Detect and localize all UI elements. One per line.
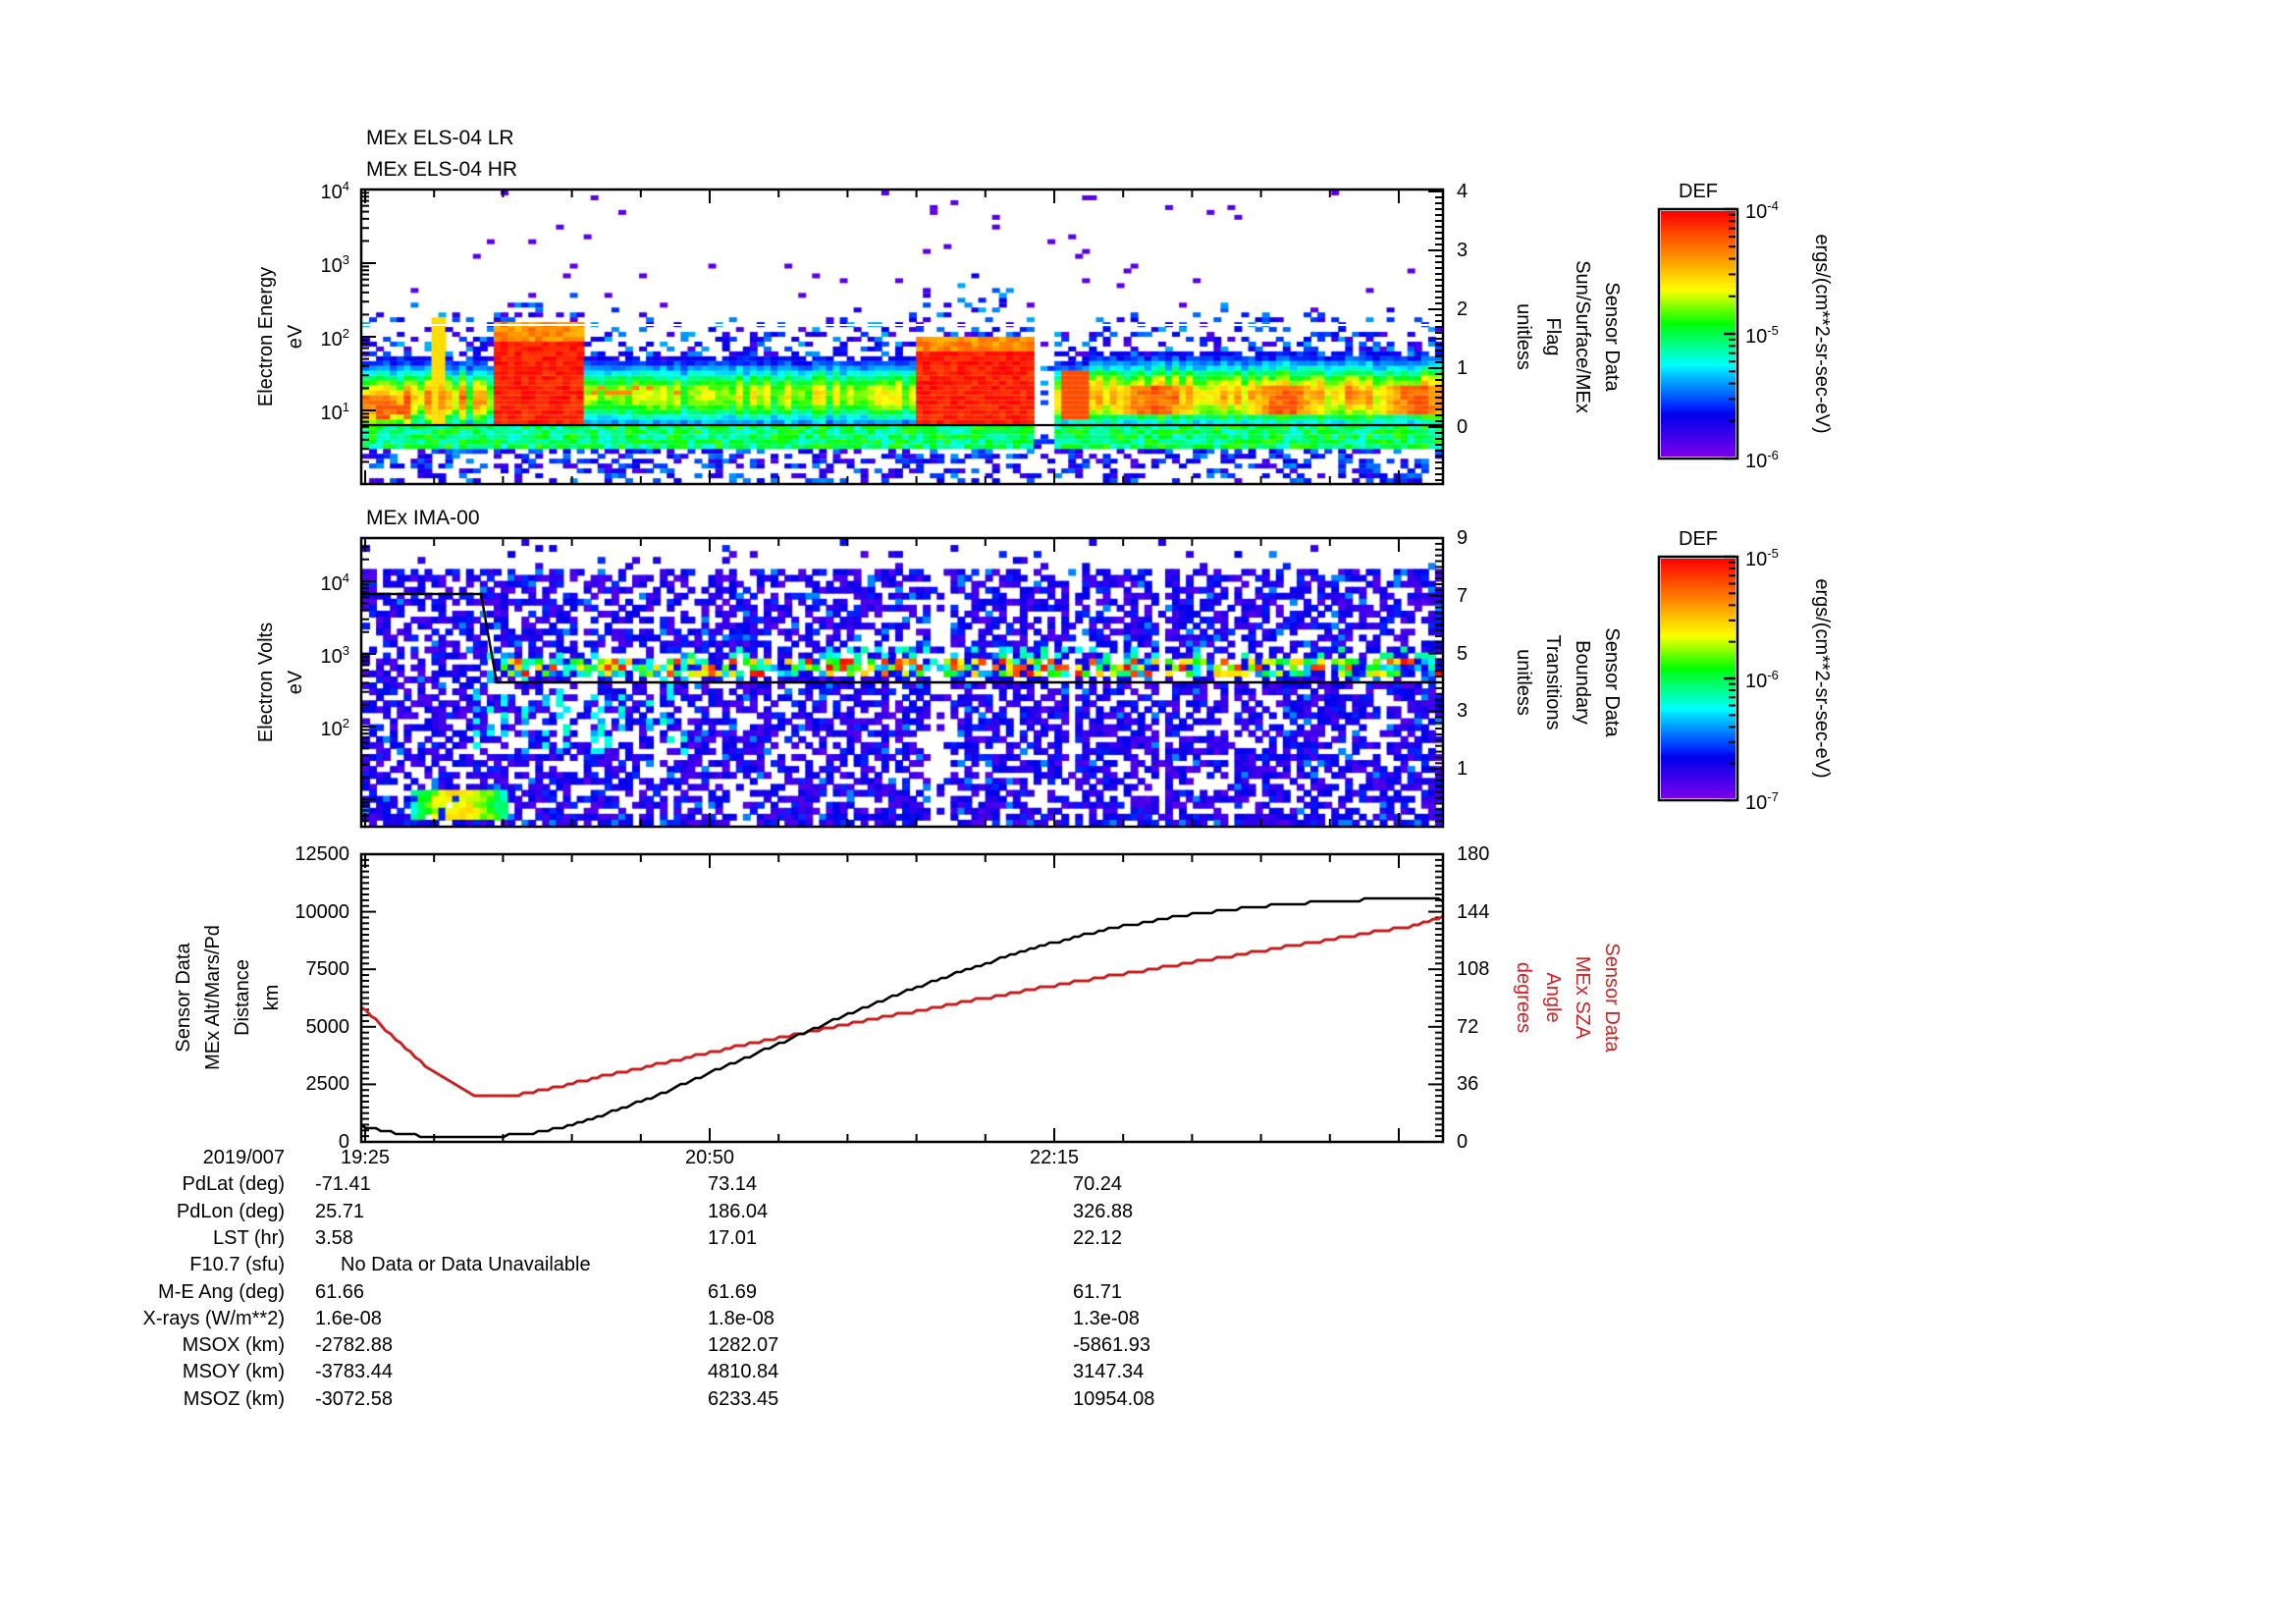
table-cell-value: 4810.84 bbox=[708, 1361, 779, 1383]
table-cell-value: 61.71 bbox=[1073, 1280, 1123, 1303]
table-cell-value: -3783.44 bbox=[315, 1361, 393, 1383]
els-flag-tick-label: 3 bbox=[1457, 240, 1468, 261]
table-cell-value: 3147.34 bbox=[1073, 1361, 1145, 1383]
x-axis-tick-label: 19:25 bbox=[340, 1147, 391, 1168]
els-colorbar-tick-label: 10-5 bbox=[1745, 323, 1779, 348]
ima-right-axis-label: Sensor Data Boundary Transitions unitless bbox=[1513, 627, 1623, 737]
ima-spectrogram-canvas bbox=[362, 539, 1442, 826]
table-no-data-text: No Data or Data Unavailable bbox=[341, 1254, 591, 1276]
ima-y-tick-label: 102 bbox=[320, 716, 349, 740]
ima-colorbar-tick-label: 10-7 bbox=[1745, 789, 1779, 814]
trajectory-y-tick-label: 7500 bbox=[305, 958, 350, 981]
table-row-label: PdLat (deg) bbox=[182, 1173, 285, 1196]
ima-colorbar-gradient bbox=[1661, 559, 1735, 798]
els-y-tick-label: 102 bbox=[320, 326, 349, 351]
els-flag-tick-label: 0 bbox=[1457, 416, 1468, 438]
els-title-lr: MEx ELS-04 LR bbox=[366, 127, 514, 149]
table-cell-value: -5861.93 bbox=[1073, 1334, 1150, 1357]
table-cell-value: 61.69 bbox=[708, 1280, 758, 1303]
table-cell-value: 1.3e-08 bbox=[1073, 1307, 1140, 1329]
table-row-label: M-E Ang (deg) bbox=[158, 1280, 285, 1303]
sza-tick-label: 108 bbox=[1457, 958, 1490, 981]
ima-colorbar-units-label: ergs/(cm**2-sr-sec-eV) bbox=[1811, 578, 1833, 779]
els-y-tick-label: 104 bbox=[320, 179, 349, 203]
els-title-hr: MEx ELS-04 HR bbox=[366, 158, 518, 181]
x-axis-date-label: 2019/007 bbox=[202, 1147, 285, 1168]
ima-colorbar-title: DEF bbox=[1679, 528, 1718, 550]
trajectory-y-tick-label: 12500 bbox=[294, 843, 349, 865]
ima-colorbar-tick-label: 10-6 bbox=[1745, 668, 1779, 692]
table-cell-value: 73.14 bbox=[708, 1173, 758, 1196]
sza-tick-label: 72 bbox=[1457, 1015, 1479, 1038]
ima-boundary-tick-label: 3 bbox=[1457, 700, 1468, 723]
x-axis-tick-label: 22:15 bbox=[1029, 1147, 1080, 1168]
x-axis-tick-label: 20:50 bbox=[684, 1147, 735, 1168]
trajectory-y-axis-label: Sensor Data MEx Alt/Mars/Pd Distance km bbox=[173, 925, 283, 1070]
els-y-tick-label: 103 bbox=[320, 252, 349, 277]
table-row-label: X-rays (W/m**2) bbox=[142, 1307, 285, 1329]
table-cell-value: 1.6e-08 bbox=[315, 1307, 382, 1329]
table-cell-value: 70.24 bbox=[1073, 1173, 1123, 1196]
sza-tick-label: 180 bbox=[1457, 843, 1490, 865]
table-row-label: MSOZ (km) bbox=[183, 1387, 285, 1410]
ima-boundary-tick-label: 1 bbox=[1457, 758, 1468, 781]
table-cell-value: 17.01 bbox=[708, 1226, 758, 1249]
els-flag-tick-label: 4 bbox=[1457, 181, 1468, 202]
ima-colorbar-tick-label: 10-5 bbox=[1745, 546, 1779, 570]
ima-title: MEx IMA-00 bbox=[366, 507, 480, 529]
table-cell-value: 1.8e-08 bbox=[708, 1307, 774, 1329]
sza-tick-label: 0 bbox=[1457, 1131, 1468, 1153]
table-cell-value: 186.04 bbox=[708, 1200, 769, 1222]
table-cell-value: -71.41 bbox=[315, 1173, 371, 1196]
table-cell-value: 6233.45 bbox=[708, 1387, 779, 1410]
els-flag-tick-label: 1 bbox=[1457, 357, 1468, 379]
trajectory-y-tick-label: 0 bbox=[338, 1131, 349, 1153]
els-spectrogram-canvas bbox=[362, 190, 1442, 483]
sza-tick-label: 144 bbox=[1457, 900, 1490, 923]
els-right-axis-label: Sensor Data Sun/Surface/MEx Flag unitless bbox=[1513, 260, 1623, 413]
table-row-label: PdLon (deg) bbox=[176, 1200, 285, 1222]
table-cell-value: 25.71 bbox=[315, 1200, 365, 1222]
table-cell-value: 326.88 bbox=[1073, 1200, 1134, 1222]
trajectory-y-tick-label: 10000 bbox=[294, 900, 349, 923]
table-cell-value: 22.12 bbox=[1073, 1226, 1123, 1249]
trajectory-y-tick-label: 5000 bbox=[305, 1015, 350, 1038]
els-y-tick-label: 101 bbox=[320, 400, 349, 424]
table-row-label: F10.7 (sfu) bbox=[189, 1254, 285, 1276]
els-colorbar-tick-label: 10-6 bbox=[1745, 448, 1779, 472]
ima-boundary-tick-label: 7 bbox=[1457, 584, 1468, 607]
ima-boundary-tick-label: 9 bbox=[1457, 527, 1468, 549]
els-colorbar-tick-label: 10-4 bbox=[1745, 198, 1779, 223]
sza-tick-label: 36 bbox=[1457, 1073, 1479, 1096]
ima-y-tick-label: 104 bbox=[320, 570, 349, 595]
table-cell-value: -3072.58 bbox=[315, 1387, 393, 1410]
trajectory-y-tick-label: 2500 bbox=[305, 1073, 350, 1096]
ima-y-tick-label: 103 bbox=[320, 643, 349, 668]
table-cell-value: 61.66 bbox=[315, 1280, 365, 1303]
table-row-label: MSOY (km) bbox=[182, 1361, 285, 1383]
els-flag-tick-label: 2 bbox=[1457, 298, 1468, 320]
ima-boundary-tick-label: 5 bbox=[1457, 642, 1468, 665]
table-row-label: LST (hr) bbox=[213, 1226, 285, 1249]
table-cell-value: 10954.08 bbox=[1073, 1387, 1155, 1410]
table-cell-value: -2782.88 bbox=[315, 1334, 393, 1357]
els-colorbar-title: DEF bbox=[1679, 181, 1718, 202]
els-colorbar-units-label: ergs/(cm**2-sr-sec-eV) bbox=[1811, 234, 1833, 434]
els-colorbar-gradient bbox=[1661, 211, 1735, 457]
table-cell-value: 3.58 bbox=[315, 1226, 353, 1249]
table-cell-value: 1282.07 bbox=[708, 1334, 779, 1357]
sza-axis-label: Sensor Data MEx SZA Angle degrees bbox=[1513, 943, 1623, 1053]
table-row-label: MSOX (km) bbox=[182, 1334, 285, 1357]
